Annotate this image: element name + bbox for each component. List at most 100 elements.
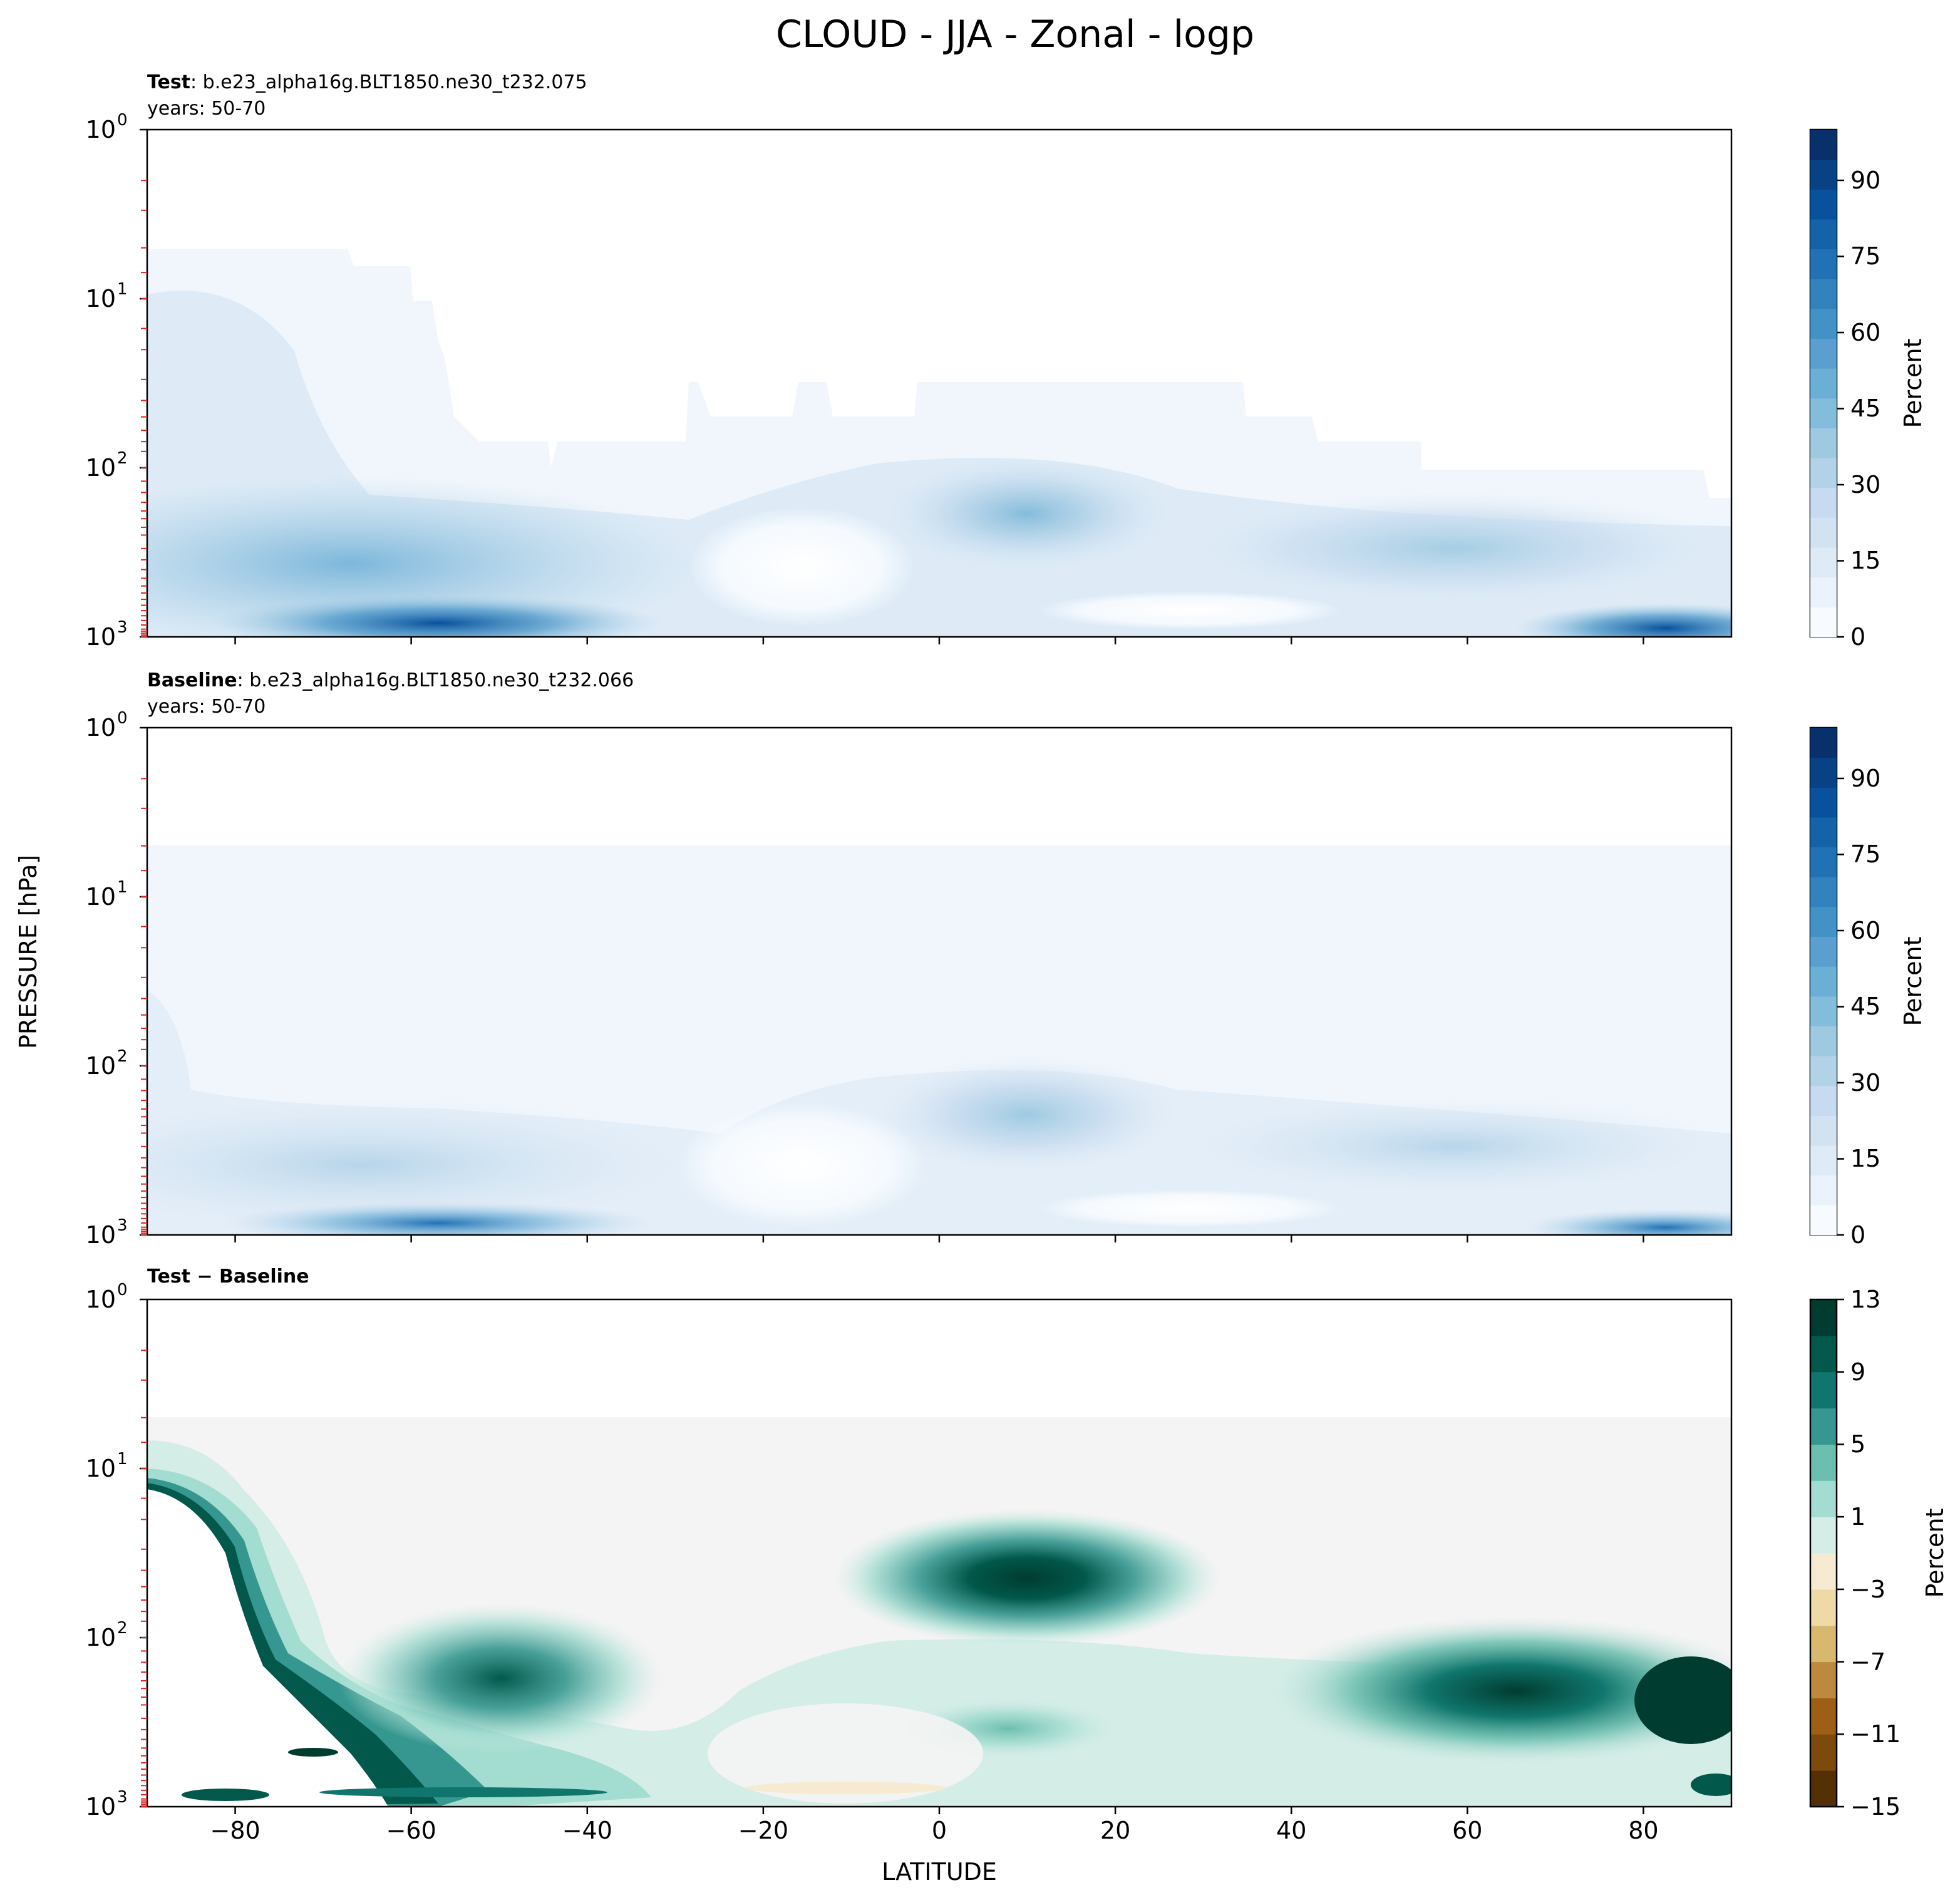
- x-tick-label: −20: [738, 1817, 788, 1844]
- panel-title-bold: Baseline: [147, 669, 237, 691]
- colorbar-band: [1810, 996, 1837, 1026]
- y-tick-label: 10: [86, 1052, 116, 1080]
- panel-title: Test: b.e23_alpha16g.BLT1850.ne30_t232.0…: [147, 71, 587, 93]
- colorbar-band: [1810, 249, 1837, 279]
- colorbar-band: [1810, 1734, 1837, 1771]
- colorbar-band: [1810, 398, 1837, 428]
- figure-title: CLOUD - JJA - Zonal - logp: [776, 13, 1254, 56]
- colorbar-band: [1810, 1335, 1837, 1373]
- panel-title: Baseline: b.e23_alpha16g.BLT1850.ne30_t2…: [147, 669, 634, 691]
- colorbar-band: [1810, 577, 1837, 607]
- colorbar-tick-label: 45: [1850, 993, 1880, 1020]
- colorbar-ticks: −15 −11 −7 −3 1 5 9 13: [1837, 1286, 1901, 1820]
- x-tick-label: 80: [1628, 1817, 1658, 1844]
- y-tick-label: 10: [86, 623, 116, 651]
- colorbar-band: [1810, 547, 1837, 578]
- colorbar-band: [1810, 219, 1837, 250]
- colorbar-band: [1810, 757, 1837, 788]
- y-tick-exponent: 1: [117, 280, 128, 299]
- colorbar-band: [1810, 1371, 1837, 1409]
- colorbar-band: [1810, 847, 1837, 877]
- y-tick-exponent: 3: [117, 1788, 128, 1807]
- y-tick-label: 10: [86, 1455, 116, 1482]
- x-tick-label: 20: [1100, 1817, 1130, 1844]
- colorbar-band: [1810, 1444, 1837, 1481]
- colorbar-band: [1810, 487, 1837, 518]
- colorbar-band: [1810, 1408, 1837, 1445]
- y-tick-label: 10: [86, 1793, 116, 1820]
- colorbar-band: [1810, 279, 1837, 309]
- colorbar-band: [1810, 368, 1837, 399]
- colorbar-band: [1810, 787, 1837, 818]
- colorbar-bands: [1810, 728, 1837, 1236]
- colorbar-tick-label: 1: [1850, 1503, 1865, 1531]
- x-tick-label: −60: [386, 1817, 436, 1844]
- colorbar-band: [1810, 1553, 1837, 1590]
- colorbar-band: [1810, 1661, 1837, 1698]
- colorbar-band: [1810, 1589, 1837, 1626]
- colorbar-band: [1810, 159, 1837, 190]
- panel-title: Test − Baseline: [147, 1266, 309, 1288]
- colorbar-band: [1810, 906, 1837, 937]
- y-tick-label: 10: [86, 1624, 116, 1651]
- colorbar-tick-label: 13: [1850, 1286, 1880, 1313]
- y-axis-label: PRESSURE [hPa]: [14, 855, 42, 1049]
- colorbar-band: [1810, 1056, 1837, 1087]
- colorbar-tick-label: 60: [1850, 917, 1880, 944]
- panel-title-text: : b.e23_alpha16g.BLT1850.ne30_t232.066: [237, 669, 634, 691]
- contour-field: [147, 1299, 1731, 1807]
- y-tick-exponent: 0: [117, 1281, 128, 1299]
- colorbar-tick-label: 75: [1850, 242, 1880, 270]
- colorbar-band: [1810, 1480, 1837, 1517]
- colorbar-band: [1810, 517, 1837, 548]
- colorbar-ticks: 0 15 30 45 60 75 90: [1837, 765, 1880, 1249]
- colorbar-tick-label: 15: [1850, 547, 1880, 574]
- colorbar-band: [1810, 308, 1837, 339]
- colorbar-tick-label: 30: [1850, 1069, 1880, 1097]
- x-axis-label: LATITUDE: [882, 1858, 997, 1886]
- colorbar-band: [1810, 1115, 1837, 1146]
- contour-field: [147, 130, 1731, 637]
- colorbar-bands: [1810, 1299, 1837, 1807]
- y-tick-exponent: 1: [117, 1450, 128, 1469]
- y-tick-label: 10: [86, 1221, 116, 1249]
- y-ticks: 10 0 10 1 10 2 10 3: [86, 709, 147, 1249]
- panel-title-bold: Test: [147, 71, 190, 93]
- colorbar-tick-label: 30: [1850, 471, 1880, 498]
- colorbar: 0 15 30 45 60 75 90 Percent: [1809, 726, 1927, 1249]
- contour-field: [147, 728, 1731, 1235]
- colorbar-band: [1810, 1175, 1837, 1206]
- colorbar-band: [1810, 428, 1837, 458]
- panel-test: Test: b.e23_alpha16g.BLT1850.ne30_t232.0…: [86, 71, 1927, 651]
- colorbar-ticks: 0 15 30 45 60 75 90: [1837, 167, 1880, 651]
- x-tick-label: 40: [1276, 1817, 1306, 1844]
- y-tick-label: 10: [86, 1286, 116, 1313]
- colorbar-band: [1810, 817, 1837, 848]
- colorbar-tick-label: 60: [1850, 319, 1880, 346]
- panel-baseline: Baseline: b.e23_alpha16g.BLT1850.ne30_t2…: [86, 669, 1927, 1249]
- y-tick-exponent: 2: [117, 1047, 128, 1066]
- colorbar-band: [1810, 1145, 1837, 1176]
- y-tick-exponent: 0: [117, 709, 128, 728]
- panel-years: years: 50-70: [147, 696, 266, 718]
- model-level-markers: [141, 1350, 147, 1807]
- colorbar-tick-label: 90: [1850, 167, 1880, 194]
- colorbar-label: Percent: [1899, 339, 1927, 428]
- x-tick-label: 60: [1452, 1817, 1482, 1844]
- y-tick-exponent: 1: [117, 878, 128, 897]
- colorbar-tick-label: 90: [1850, 765, 1880, 792]
- colorbar: −15 −11 −7 −3 1 5 9 13 Percent: [1809, 1286, 1949, 1820]
- colorbar-tick-label: −11: [1850, 1720, 1901, 1748]
- colorbar-band: [1810, 338, 1837, 369]
- colorbar-label: Percent: [1921, 1509, 1949, 1598]
- colorbar-band: [1810, 877, 1837, 907]
- colorbar-band: [1810, 1026, 1837, 1056]
- colorbar-band: [1810, 1517, 1837, 1554]
- y-tick-exponent: 3: [117, 1216, 128, 1235]
- colorbar-tick-label: 9: [1850, 1358, 1865, 1386]
- colorbar-band: [1810, 1299, 1837, 1336]
- x-ticks: [234, 637, 1644, 644]
- colorbar-band: [1810, 966, 1837, 997]
- x-tick-labels: −80 −60 −40 −20 0 20 40 60 80: [210, 1817, 1658, 1844]
